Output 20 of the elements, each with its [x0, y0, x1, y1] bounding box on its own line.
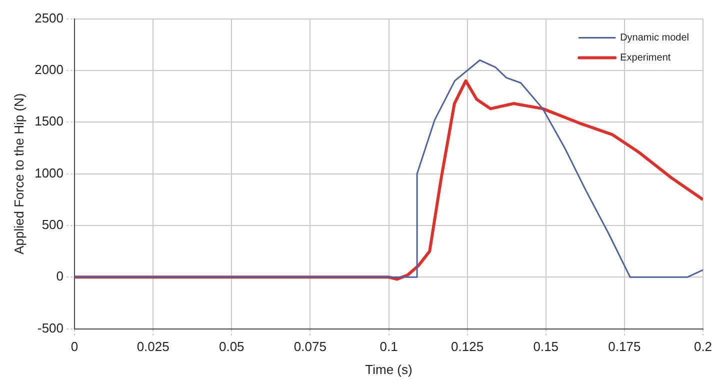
y-tick-label: 1000 — [34, 165, 64, 180]
x-tick-label: 0.05 — [218, 339, 244, 354]
y-tick-label: 1500 — [34, 114, 64, 129]
x-tick-label: 0.025 — [136, 339, 170, 354]
x-tick-label: 0.175 — [608, 339, 641, 354]
y-tick-label: 2000 — [34, 62, 64, 78]
x-tick-label: 0.1 — [380, 339, 398, 354]
y-tick-label: 0 — [56, 268, 64, 284]
y-axis-title: Applied Force to the Hip (N) — [11, 93, 26, 254]
x-tick-label: 0.2 — [694, 339, 712, 354]
legend-label: Dynamic model — [620, 32, 690, 44]
x-tick-label: 0.125 — [451, 339, 484, 354]
x-axis-title: Time (s) — [365, 362, 412, 377]
y-tick-label: -500 — [37, 320, 64, 336]
legend-label: Experiment — [620, 52, 671, 64]
x-tick-label: 0 — [70, 339, 78, 354]
x-tick-label: 0.075 — [294, 339, 326, 354]
x-tick-label: 0.15 — [533, 339, 559, 354]
y-tick-label: 2500 — [34, 10, 64, 26]
y-tick-label: 500 — [42, 217, 64, 232]
